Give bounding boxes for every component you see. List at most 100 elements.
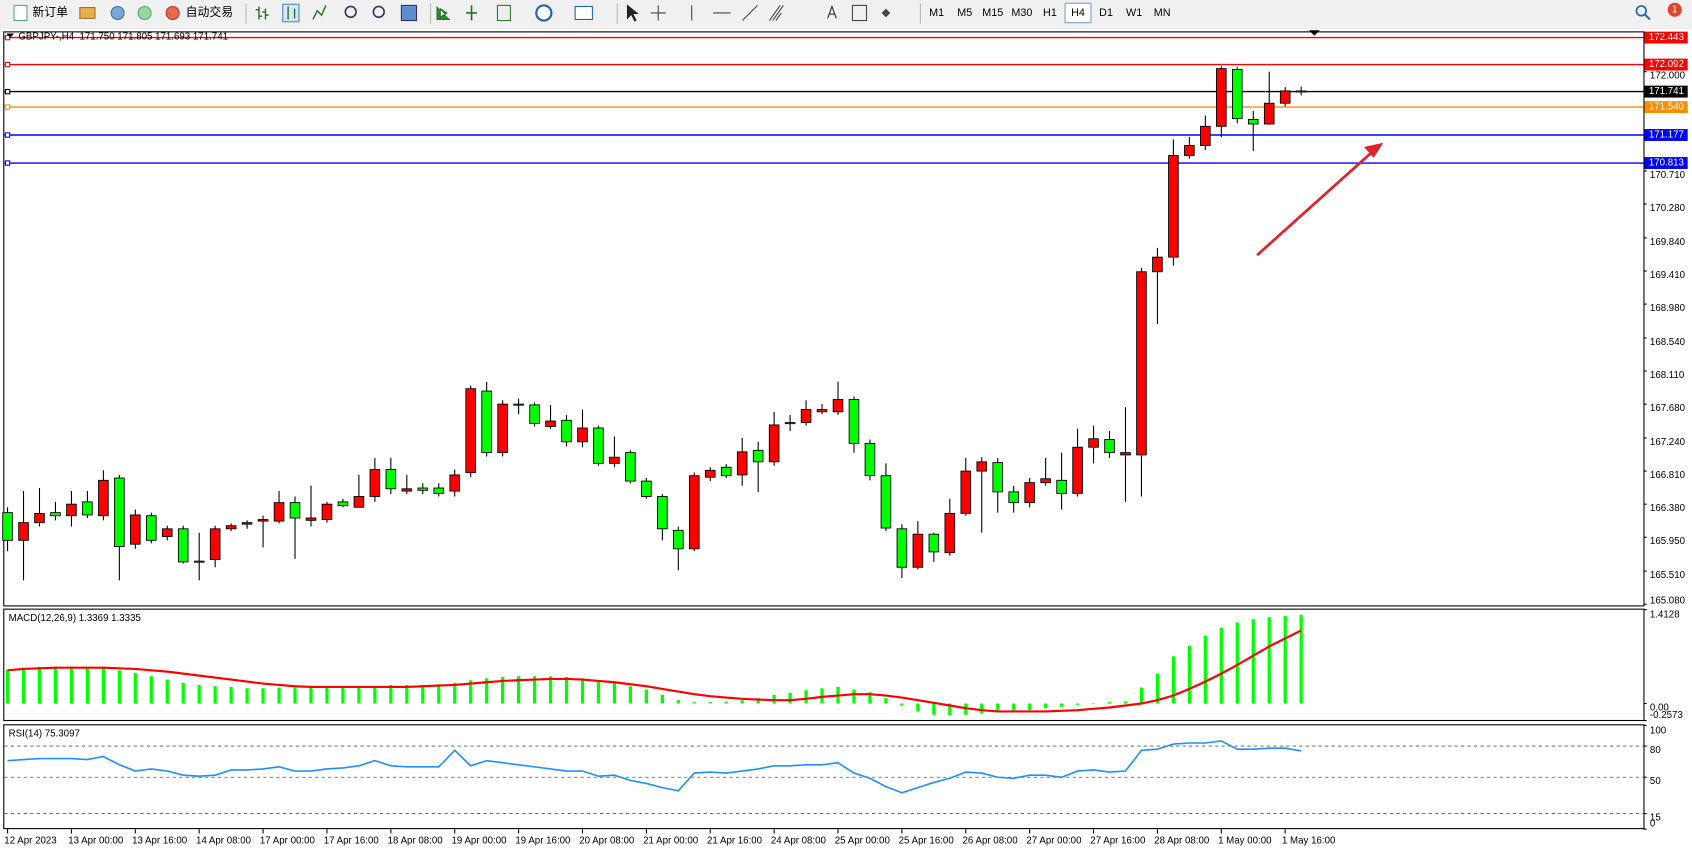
indicators[interactable] (496, 4, 511, 22)
macd-bar (101, 667, 105, 704)
line-handle (4, 34, 11, 41)
candle-body (561, 419, 572, 443)
rsi-line (7, 740, 1302, 794)
y-tick-label: 170.280 (1650, 203, 1686, 214)
macd-bar (325, 686, 329, 704)
macd-bar (309, 687, 313, 704)
annotation-arrowhead (1363, 142, 1384, 158)
notification-badge[interactable] (1667, 2, 1682, 17)
macd-bar (485, 678, 489, 704)
bar-chart-tool[interactable] (255, 6, 269, 20)
trendline-tool[interactable] (742, 5, 758, 21)
timeframe-button[interactable]: M15 (982, 7, 1003, 19)
channel-tool[interactable] (768, 5, 784, 21)
timeframe-button[interactable]: H4 (1071, 7, 1085, 19)
price-tag-label: 170.813 (1649, 158, 1684, 169)
y-tick-label: 169.840 (1650, 237, 1686, 248)
new-order-button[interactable]: 新订单 (32, 5, 68, 19)
timeframe-button[interactable]: W1 (1126, 7, 1142, 19)
timeframe-button[interactable]: H1 (1043, 7, 1057, 19)
macd-bar (1299, 614, 1303, 704)
macd-bar (1139, 687, 1144, 704)
x-tick-label: 19 Apr 00:00 (451, 836, 507, 847)
new-order-icon[interactable] (13, 4, 28, 22)
macd-bar (37, 666, 42, 704)
candle-body (768, 424, 780, 463)
y-tick-label: 168.540 (1650, 337, 1686, 348)
auto-trading-button[interactable]: 自动交易 (186, 5, 233, 19)
macd-bar (1235, 622, 1239, 704)
macd-bar (596, 680, 601, 704)
macd-bar (501, 676, 505, 704)
label-tool[interactable] (851, 4, 868, 22)
candle-tool-active[interactable] (282, 3, 300, 23)
x-tick-label: 13 Apr 00:00 (68, 836, 124, 847)
macd-bar (53, 666, 58, 704)
x-tick-label: 25 Apr 00:00 (835, 836, 891, 847)
zoom-out[interactable] (372, 5, 385, 19)
candle-body (209, 528, 221, 561)
timeframe-button[interactable]: M5 (957, 7, 972, 19)
tool-icon[interactable] (110, 5, 125, 20)
y-tick-label: 0 (1650, 818, 1656, 829)
auto-trading-icon[interactable] (165, 5, 180, 20)
macd-bar (245, 688, 249, 704)
candle-body (82, 501, 93, 516)
timeframe-button[interactable]: M1 (929, 7, 944, 19)
candle-body (449, 474, 461, 492)
tool-icon[interactable] (79, 7, 96, 19)
candle-chart-tool[interactable] (287, 6, 296, 20)
candle-body (673, 529, 684, 550)
cursor-tool[interactable] (626, 4, 639, 22)
toolbar (0, 0, 1692, 29)
timeframe-button[interactable]: MN (1154, 7, 1171, 19)
price-tag-label: 171.540 (1649, 102, 1685, 113)
candle-body (66, 503, 77, 517)
candle-body (816, 409, 828, 413)
timeframe-button[interactable]: D1 (1099, 7, 1113, 19)
x-tick-label: 18 Apr 08:00 (388, 836, 444, 847)
candle-body (1152, 256, 1163, 273)
price-tag (1644, 129, 1688, 141)
candle-body (529, 404, 540, 424)
macd-bar (916, 703, 920, 712)
candle-body (625, 452, 636, 482)
macd-bar (884, 698, 888, 704)
macd-bar (516, 676, 521, 704)
candle-body (18, 522, 29, 541)
candle-body (545, 420, 556, 427)
candle-body (736, 451, 748, 476)
templates[interactable] (574, 5, 593, 20)
macd-bar (676, 700, 680, 704)
text-tool[interactable] (827, 4, 837, 19)
periods[interactable] (535, 4, 553, 22)
candle-body (241, 522, 253, 525)
x-tick-label: 24 Apr 08:00 (771, 836, 827, 847)
candle-body (273, 502, 285, 522)
candle-body (305, 517, 317, 521)
y-tick-label: 80 (1650, 745, 1661, 756)
macd-bar (692, 702, 696, 704)
candle-body (944, 512, 956, 554)
macd-bar (1075, 703, 1080, 705)
macd-bar (724, 701, 728, 704)
candle-body (50, 512, 61, 517)
candle-body (385, 469, 397, 490)
x-tick-label: 21 Apr 00:00 (643, 836, 699, 847)
tile-windows[interactable] (400, 4, 418, 22)
tool-icon[interactable] (137, 5, 152, 20)
zoom-in[interactable] (344, 5, 357, 19)
search[interactable] (1635, 5, 1648, 17)
macd-bar (213, 686, 217, 704)
y-tick-label: 15 (1650, 812, 1661, 823)
macd-bar (708, 702, 712, 704)
chart-shift[interactable] (466, 5, 477, 21)
candle-body (976, 461, 988, 472)
candle-body (177, 528, 189, 563)
crosshair-tool[interactable] (650, 5, 666, 21)
candle-body (912, 533, 924, 568)
y-tick-label: 165.950 (1650, 536, 1686, 547)
timeframe-button[interactable]: M30 (1011, 7, 1032, 19)
line-chart-tool[interactable] (312, 5, 327, 20)
signal-line (7, 629, 1302, 713)
